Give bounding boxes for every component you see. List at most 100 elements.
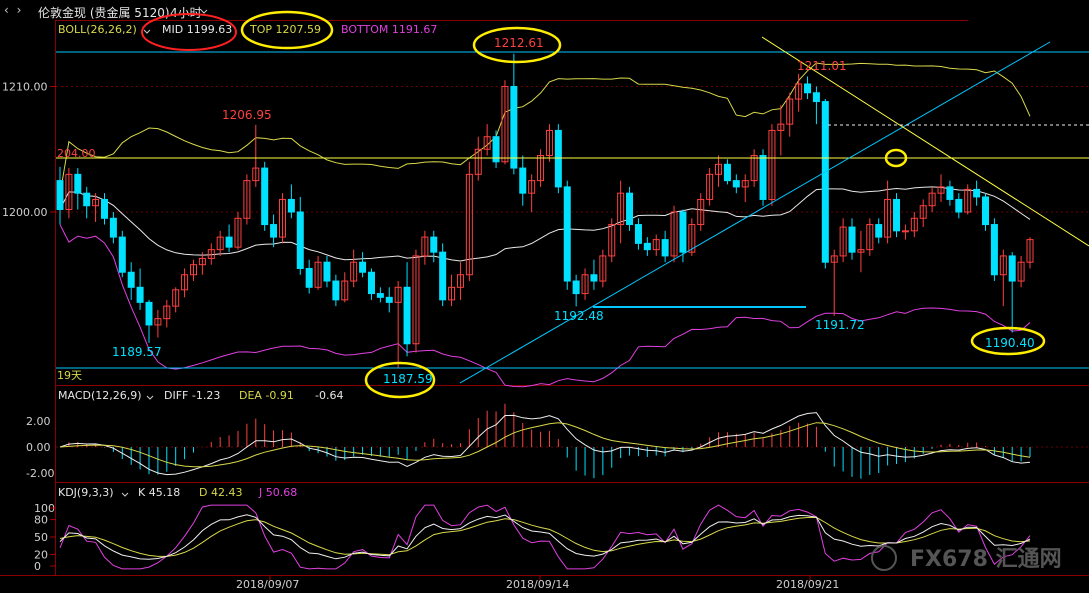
price-tick-label: 1200.00 xyxy=(2,206,48,219)
candle-body xyxy=(679,211,687,253)
candle-body xyxy=(528,180,536,194)
candle-body xyxy=(652,239,660,251)
candle-body xyxy=(412,255,420,345)
macd-diff-line xyxy=(59,412,1031,476)
candle-body xyxy=(572,280,580,295)
chevron-down-icon[interactable] xyxy=(121,492,129,497)
chevron-down-icon[interactable] xyxy=(200,9,208,14)
kdj-tick-label: 50 xyxy=(34,531,48,544)
candle-body xyxy=(857,249,865,253)
chevron-down-icon[interactable] xyxy=(143,29,151,34)
candle-body xyxy=(56,180,64,210)
boll-top-label: TOP 1207.59 xyxy=(249,23,321,36)
level-204-label: 204.00 xyxy=(57,147,96,160)
price-annotation-label: 1187.59 xyxy=(383,372,433,386)
days-label: 19天 xyxy=(57,369,82,382)
candle-body xyxy=(359,261,367,273)
price-annotation-label: 1190.40 xyxy=(985,336,1035,350)
candle-body xyxy=(812,92,820,103)
kdj-tick-label: 20 xyxy=(34,548,48,561)
candle-body xyxy=(741,180,749,188)
candle-body xyxy=(990,224,998,276)
candle-body xyxy=(118,236,126,273)
candle-body xyxy=(403,286,411,345)
kdj-d-line xyxy=(59,516,1031,557)
kdj-tick-label: 80 xyxy=(34,514,48,527)
candle-body xyxy=(278,198,286,238)
period-selector[interactable]: 4小时 xyxy=(170,6,202,20)
candle-body xyxy=(287,198,295,213)
title-bar: ‹ › 伦敦金现 (贵金属 5120) 4小时 xyxy=(0,0,1089,22)
date-label: 2018/09/07 xyxy=(236,578,299,591)
highlight-ellipse xyxy=(884,148,908,168)
macd-dea-label: DEA -0.91 xyxy=(239,389,294,402)
panel-frames xyxy=(0,20,1089,576)
candle-body xyxy=(376,293,384,298)
boll-bottom-label: BOTTOM 1191.67 xyxy=(341,23,437,36)
boll-label[interactable]: BOLL(26,26,2) xyxy=(58,23,137,36)
macd-panel: 2.00 0.00 -2.00 xyxy=(26,403,1089,480)
candle-body xyxy=(955,198,963,213)
candle-body xyxy=(65,173,73,210)
candle-body xyxy=(243,180,251,219)
candle-body xyxy=(83,192,91,207)
macd-label[interactable]: MACD(12,26,9) xyxy=(58,389,142,402)
macd-dea-line xyxy=(59,422,1031,468)
candle-body xyxy=(314,261,322,288)
candle-body xyxy=(136,286,144,303)
highlight-ellipse xyxy=(472,26,562,64)
candle-body xyxy=(937,186,945,194)
candle-body xyxy=(1026,239,1034,263)
candle-body xyxy=(670,211,678,257)
candle-body xyxy=(732,180,740,188)
highlight-ellipse xyxy=(141,13,237,51)
candle-body xyxy=(501,86,509,163)
candle-body xyxy=(804,83,812,94)
candle-body xyxy=(946,186,954,200)
kdj-label[interactable]: KDJ(9,3,3) xyxy=(58,486,114,499)
nav-arrows-icon[interactable]: ‹ › xyxy=(4,3,24,17)
price-annotation-label: 1212.61 xyxy=(494,36,544,50)
candle-body xyxy=(296,211,304,269)
candle-body xyxy=(563,186,571,282)
candle-body xyxy=(172,289,180,307)
highlight-ellipse xyxy=(364,361,436,399)
candle-body xyxy=(465,173,473,276)
price-annotation-label: 1192.48 xyxy=(554,309,604,323)
kdj-j-label: J 50.68 xyxy=(258,486,297,499)
candle-body xyxy=(786,98,794,125)
candle-body xyxy=(430,236,438,253)
candle-body xyxy=(643,242,651,251)
candle-body xyxy=(163,305,171,320)
candle-body xyxy=(100,198,108,219)
candle-body xyxy=(830,255,838,263)
kdj-d-label: D 42.43 xyxy=(199,486,242,499)
candle-body xyxy=(928,192,936,207)
candle-body xyxy=(234,217,242,248)
candle-body xyxy=(323,261,331,282)
date-label: 2018/09/21 xyxy=(776,578,839,591)
watermark: FX678 汇通网 xyxy=(871,545,1062,572)
boll-top-line xyxy=(59,62,1031,195)
macd-tick-label: -2.00 xyxy=(26,467,54,480)
candle-body xyxy=(74,173,82,194)
candle-body xyxy=(964,188,972,213)
candle-body xyxy=(795,83,803,100)
candle-body xyxy=(688,224,696,253)
grid: 1210.00 1200.00 xyxy=(2,81,1089,219)
symbol-title: 伦敦金现 (贵金属 5120) xyxy=(38,6,170,20)
candle-body xyxy=(127,271,135,288)
candle-body xyxy=(350,261,358,282)
candle-body xyxy=(421,236,429,257)
candle-body xyxy=(768,129,776,200)
candle-body xyxy=(590,274,598,282)
chevron-down-icon[interactable] xyxy=(146,395,154,400)
candle-body xyxy=(893,198,901,232)
candle-body xyxy=(608,224,616,257)
candle-body xyxy=(448,286,456,301)
candle-body xyxy=(92,198,100,207)
candle-body xyxy=(492,136,500,163)
kdj-tick-label: 0 xyxy=(34,560,41,573)
candle-body xyxy=(332,280,340,301)
